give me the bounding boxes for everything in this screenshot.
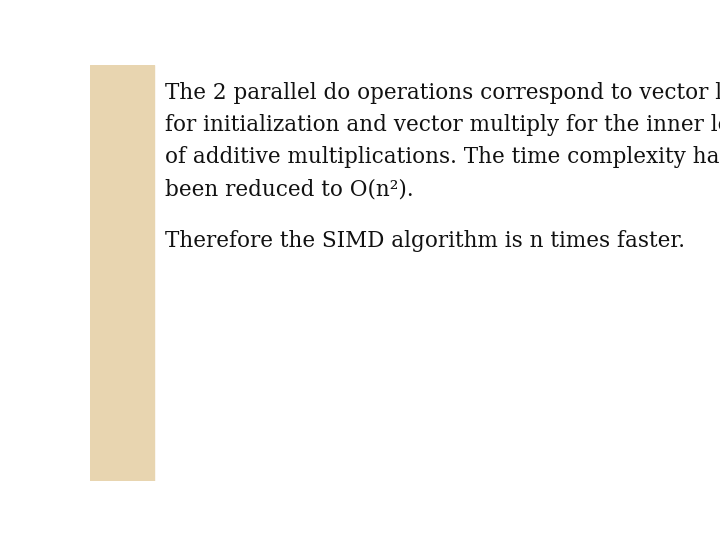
- Text: of additive multiplications. The time complexity has: of additive multiplications. The time co…: [166, 146, 720, 168]
- Text: been reduced to O(n²).: been reduced to O(n²).: [166, 179, 414, 201]
- FancyBboxPatch shape: [90, 65, 154, 481]
- Text: Therefore the SIMD algorithm is n times faster.: Therefore the SIMD algorithm is n times …: [166, 231, 685, 252]
- Text: for initialization and vector multiply for the inner loop: for initialization and vector multiply f…: [166, 114, 720, 136]
- Text: The 2 parallel do operations correspond to vector load: The 2 parallel do operations correspond …: [166, 82, 720, 104]
